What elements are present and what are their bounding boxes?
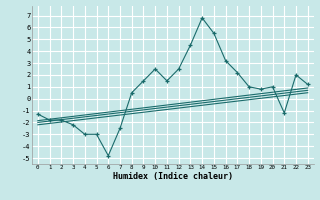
X-axis label: Humidex (Indice chaleur): Humidex (Indice chaleur) — [113, 172, 233, 181]
